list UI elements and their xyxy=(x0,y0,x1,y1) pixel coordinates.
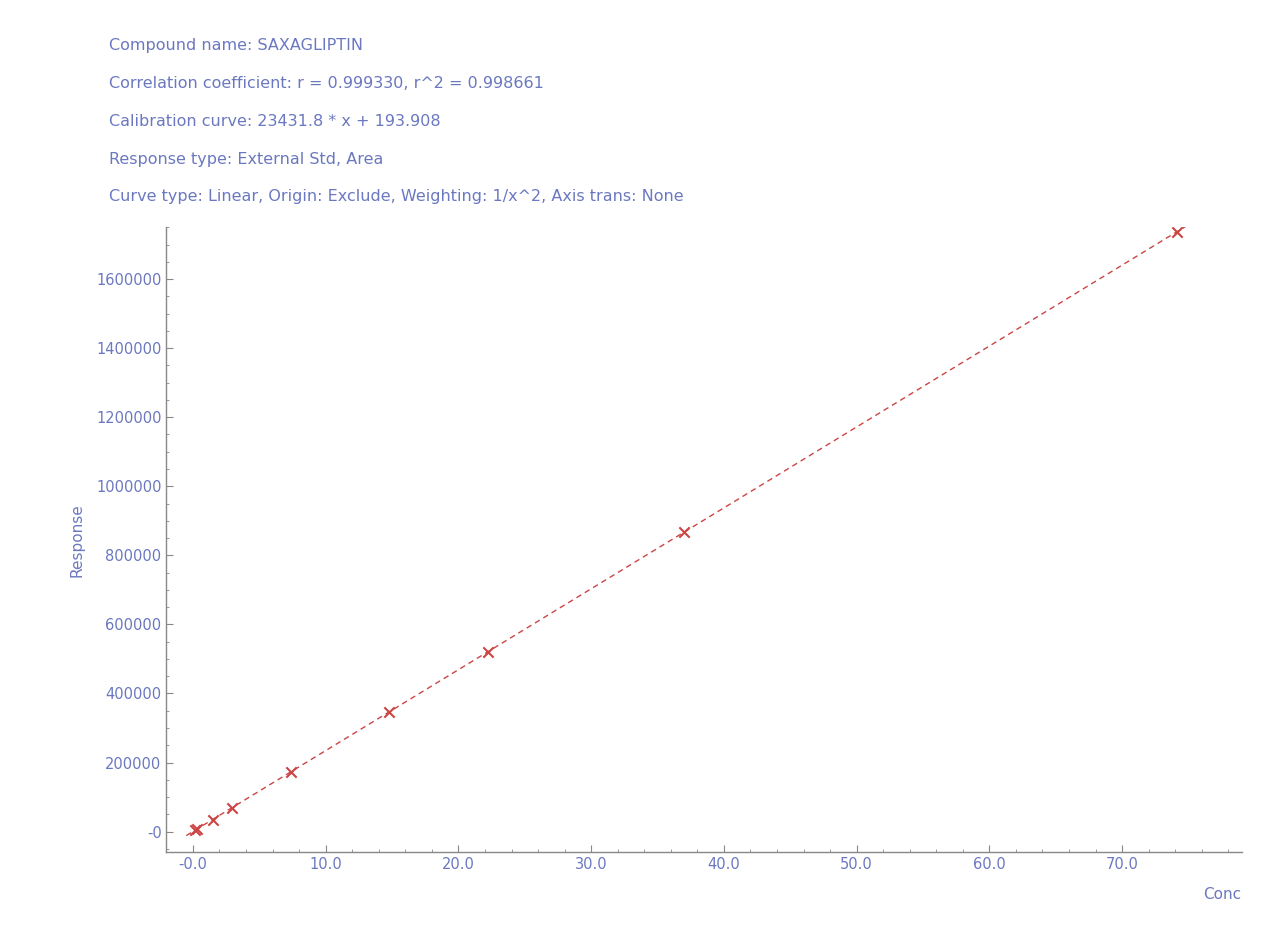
Text: Response type: External Std, Area: Response type: External Std, Area xyxy=(109,152,383,167)
Point xyxy=(673,525,694,540)
Y-axis label: Response: Response xyxy=(70,503,84,577)
Point xyxy=(379,705,399,720)
Point xyxy=(184,823,205,838)
Text: Correlation coefficient: r = 0.999330, r^2 = 0.998661: Correlation coefficient: r = 0.999330, r… xyxy=(109,76,544,91)
Text: Conc: Conc xyxy=(1203,886,1242,902)
Text: Calibration curve: 23431.8 * x + 193.908: Calibration curve: 23431.8 * x + 193.908 xyxy=(109,114,440,129)
Point xyxy=(221,800,242,815)
Point xyxy=(280,764,301,779)
Point xyxy=(202,812,223,827)
Point xyxy=(1166,224,1187,240)
Text: Compound name: SAXAGLIPTIN: Compound name: SAXAGLIPTIN xyxy=(109,38,362,53)
Point xyxy=(477,644,498,659)
Point xyxy=(187,822,207,837)
Text: Curve type: Linear, Origin: Exclude, Weighting: 1/x^2, Axis trans: None: Curve type: Linear, Origin: Exclude, Wei… xyxy=(109,189,684,205)
